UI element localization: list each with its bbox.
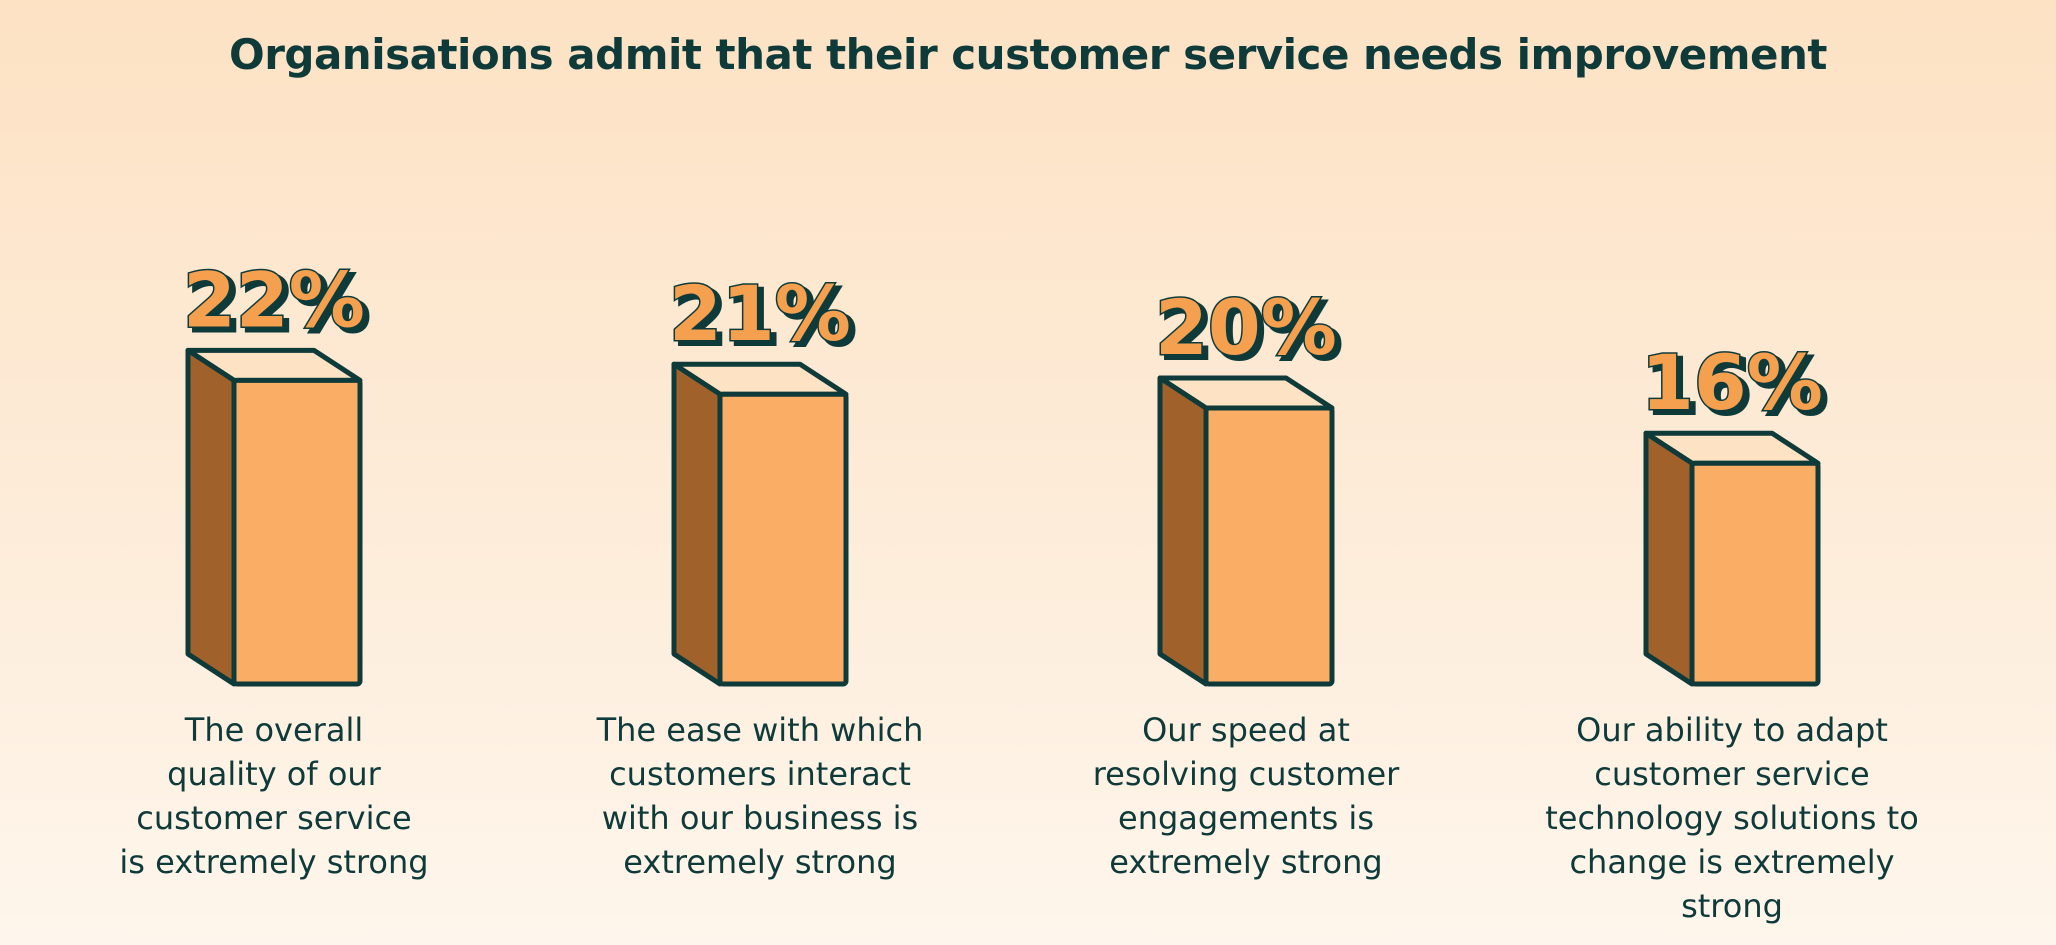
value-label-2: 21% <box>669 269 851 358</box>
bar-1 <box>231 377 363 687</box>
category-label-1: The overall quality of our customer serv… <box>119 711 429 881</box>
bar-4 <box>1689 460 1821 687</box>
value-label-shadow-1: 22% <box>188 259 370 348</box>
bar-side-3 <box>1157 375 1209 687</box>
category-label-3: Our speed at resolving customer engageme… <box>1092 711 1400 881</box>
category-label-2: The ease with which customers interact w… <box>596 711 924 881</box>
bar-side-2 <box>671 361 723 687</box>
bar-side-1 <box>185 347 237 687</box>
bar-3 <box>1203 405 1335 687</box>
value-label-shadow-4: 16% <box>1646 342 1828 431</box>
value-label-shadow-3: 20% <box>1160 287 1342 376</box>
category-label-4: Our ability to adapt customer service te… <box>1545 711 1919 925</box>
value-label-shadow-2: 21% <box>674 273 856 362</box>
value-label-4: 16% <box>1641 338 1823 427</box>
value-label-3: 20% <box>1155 283 1337 372</box>
bar-2 <box>717 391 849 687</box>
bar-side-4 <box>1643 430 1695 687</box>
value-label-1: 22% <box>183 255 365 344</box>
chart-title: Organisations admit that their customer … <box>228 30 1828 79</box>
